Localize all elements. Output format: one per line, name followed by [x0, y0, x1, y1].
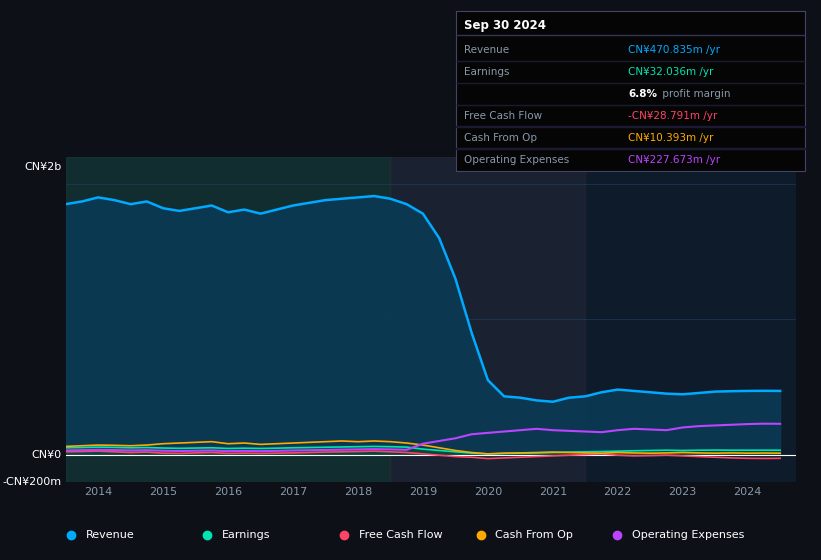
Text: Cash From Op: Cash From Op — [464, 133, 537, 143]
Text: profit margin: profit margin — [659, 89, 731, 99]
Text: Operating Expenses: Operating Expenses — [632, 530, 745, 540]
Text: Earnings: Earnings — [222, 530, 271, 540]
Text: CN¥0: CN¥0 — [31, 450, 62, 460]
Bar — [66, 157, 391, 482]
Text: Cash From Op: Cash From Op — [496, 530, 573, 540]
Text: Sep 30 2024: Sep 30 2024 — [464, 18, 546, 32]
Text: -CN¥200m: -CN¥200m — [2, 477, 62, 487]
Text: Revenue: Revenue — [464, 45, 509, 55]
Text: CN¥32.036m /yr: CN¥32.036m /yr — [628, 67, 713, 77]
Text: CN¥2b: CN¥2b — [25, 162, 62, 172]
Text: Free Cash Flow: Free Cash Flow — [359, 530, 443, 540]
Text: Earnings: Earnings — [464, 67, 509, 77]
Text: CN¥470.835m /yr: CN¥470.835m /yr — [628, 45, 720, 55]
Text: CN¥10.393m /yr: CN¥10.393m /yr — [628, 133, 713, 143]
Text: Revenue: Revenue — [85, 530, 134, 540]
Bar — [391, 157, 585, 482]
Text: CN¥227.673m /yr: CN¥227.673m /yr — [628, 155, 720, 165]
Text: Free Cash Flow: Free Cash Flow — [464, 111, 542, 121]
Text: 6.8%: 6.8% — [628, 89, 657, 99]
Text: Operating Expenses: Operating Expenses — [464, 155, 569, 165]
Text: -CN¥28.791m /yr: -CN¥28.791m /yr — [628, 111, 718, 121]
